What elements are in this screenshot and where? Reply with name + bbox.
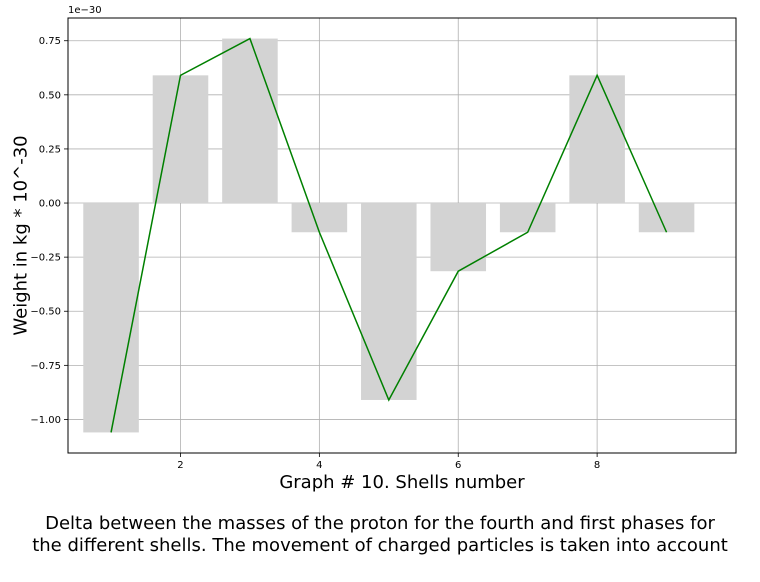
bar <box>222 38 278 204</box>
y-axis: −1.00 −0.75 −0.50 −0.25 0.00 0.25 0.50 0.75 <box>30 36 68 426</box>
y-tick-label: 0.75 <box>39 36 61 47</box>
bar <box>638 203 695 233</box>
bar <box>430 203 487 272</box>
caption-line-2: the different shells. The movement of ch… <box>32 535 728 556</box>
bar <box>291 203 348 233</box>
x-tick-label: 8 <box>594 460 600 471</box>
y-tick-label: −0.50 <box>30 307 61 318</box>
figure-caption: Delta between the masses of the proton f… <box>0 513 760 557</box>
y-tick-label: −0.75 <box>30 361 61 372</box>
x-tick-label: 4 <box>316 460 322 471</box>
y-tick-label: 0.00 <box>39 199 61 210</box>
x-tick-label: 2 <box>177 460 183 471</box>
x-axis: 2 4 6 8 <box>177 453 600 471</box>
bar-series <box>83 38 695 433</box>
plot-frame <box>67 17 737 454</box>
y-axis-label: Weight in kg * 10^-30 <box>10 135 31 335</box>
bar <box>83 203 139 433</box>
caption-line-1: Delta between the masses of the proton f… <box>45 513 715 534</box>
chart: 2 4 6 8 −1.00 −0.75 −0.50 −0.25 0.00 0.25 0.50 0.7… <box>10 5 737 493</box>
y-tick-label: 0.25 <box>39 144 61 155</box>
x-axis-label: Graph # 10. Shells number <box>279 472 525 493</box>
y-tick-label: 0.50 <box>39 90 61 101</box>
bar <box>361 203 417 400</box>
x-tick-label: 6 <box>455 460 461 471</box>
y-axis-offset-text: 1e−30 <box>68 5 102 16</box>
series-line <box>110 37 668 433</box>
y-tick-label: −0.25 <box>30 253 61 264</box>
bar <box>569 75 625 204</box>
bar <box>499 203 556 233</box>
line-series <box>110 37 668 433</box>
bar <box>152 75 209 204</box>
y-tick-label: −1.00 <box>30 415 61 426</box>
